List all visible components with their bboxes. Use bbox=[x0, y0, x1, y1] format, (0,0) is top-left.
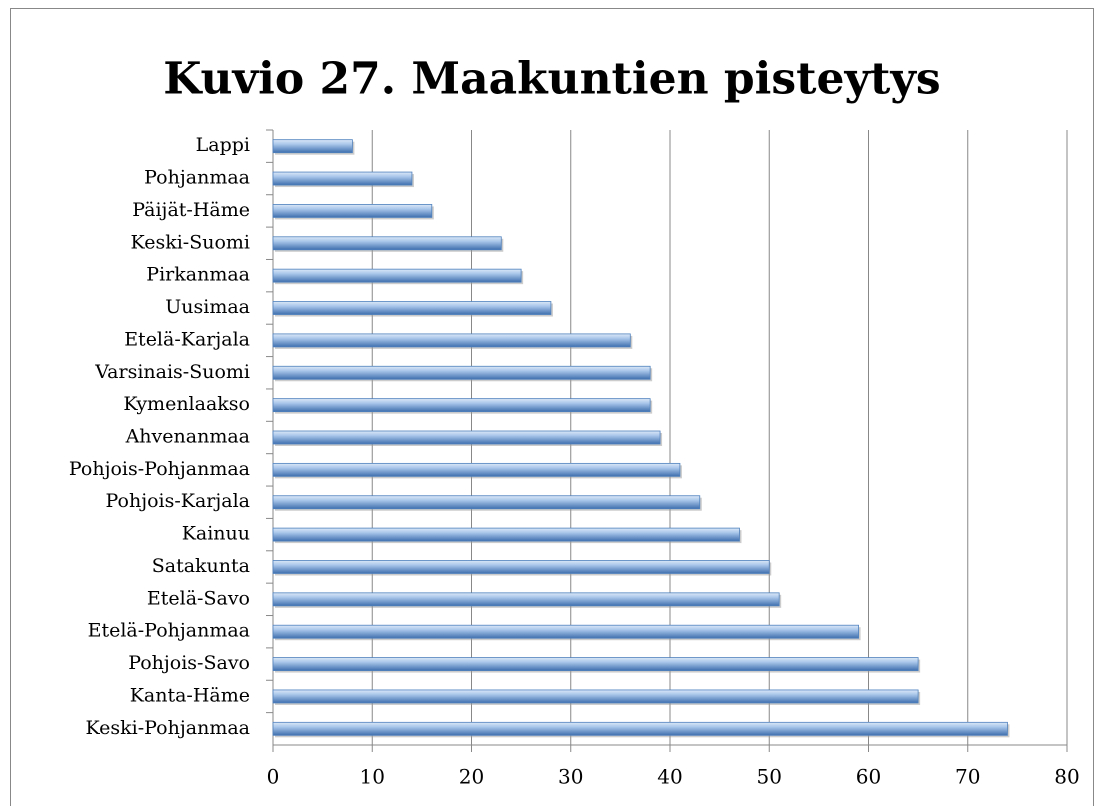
y-tick-label: Satakunta bbox=[152, 555, 250, 577]
y-tick-label: Pohjanmaa bbox=[144, 167, 250, 189]
x-tick-label: 70 bbox=[955, 765, 980, 789]
y-tick-label: Kanta-Häme bbox=[130, 684, 250, 706]
y-tick-label: Etelä-Pohjanmaa bbox=[88, 620, 250, 642]
bar bbox=[272, 333, 631, 348]
bar bbox=[272, 592, 780, 607]
y-tick-label: Lappi bbox=[196, 134, 250, 156]
bar bbox=[272, 689, 919, 704]
bar bbox=[272, 171, 413, 186]
y-tick-label: Pohjois-Pohjanmaa bbox=[69, 458, 250, 480]
bar bbox=[272, 365, 651, 380]
bar bbox=[272, 268, 522, 283]
x-tick-label: 10 bbox=[360, 765, 385, 789]
x-tick-label: 20 bbox=[459, 765, 484, 789]
bar bbox=[272, 139, 353, 154]
x-tick-label: 30 bbox=[558, 765, 583, 789]
y-tick-label: Keski-Suomi bbox=[131, 231, 250, 253]
bar bbox=[272, 721, 1008, 736]
y-tick-label: Kainuu bbox=[182, 523, 250, 545]
y-tick-label: Keski-Pohjanmaa bbox=[85, 717, 250, 739]
bar bbox=[272, 462, 681, 477]
y-tick-label: Etelä-Savo bbox=[147, 587, 250, 609]
x-tick-label: 60 bbox=[856, 765, 881, 789]
bar bbox=[272, 657, 919, 671]
y-tick-label: Etelä-Karjala bbox=[124, 328, 250, 350]
y-tick-label: Kymenlaakso bbox=[123, 393, 250, 415]
y-tick-label: Pirkanmaa bbox=[146, 264, 250, 286]
chart-title: Kuvio 27. Maakuntien pisteytys bbox=[163, 54, 940, 105]
bar bbox=[272, 398, 651, 413]
y-tick-label: Ahvenanmaa bbox=[125, 426, 250, 448]
bar bbox=[272, 527, 740, 542]
x-tick-label: 50 bbox=[757, 765, 782, 789]
bar bbox=[272, 204, 433, 218]
bar bbox=[272, 495, 701, 510]
y-tick-label: Varsinais-Suomi bbox=[94, 361, 250, 383]
x-tick-label: 0 bbox=[267, 765, 280, 789]
y-tick-label: Pohjois-Karjala bbox=[106, 490, 251, 512]
bar bbox=[272, 560, 770, 574]
bar bbox=[272, 236, 502, 251]
y-tick-label: Pohjois-Savo bbox=[128, 652, 250, 674]
y-tick-label: Päijät-Häme bbox=[132, 199, 250, 221]
bar bbox=[272, 301, 552, 315]
bar bbox=[272, 430, 661, 445]
bar bbox=[272, 624, 859, 639]
x-tick-label: 80 bbox=[1054, 765, 1079, 789]
y-tick-label: Uusimaa bbox=[165, 296, 250, 318]
x-tick-label: 40 bbox=[657, 765, 682, 789]
